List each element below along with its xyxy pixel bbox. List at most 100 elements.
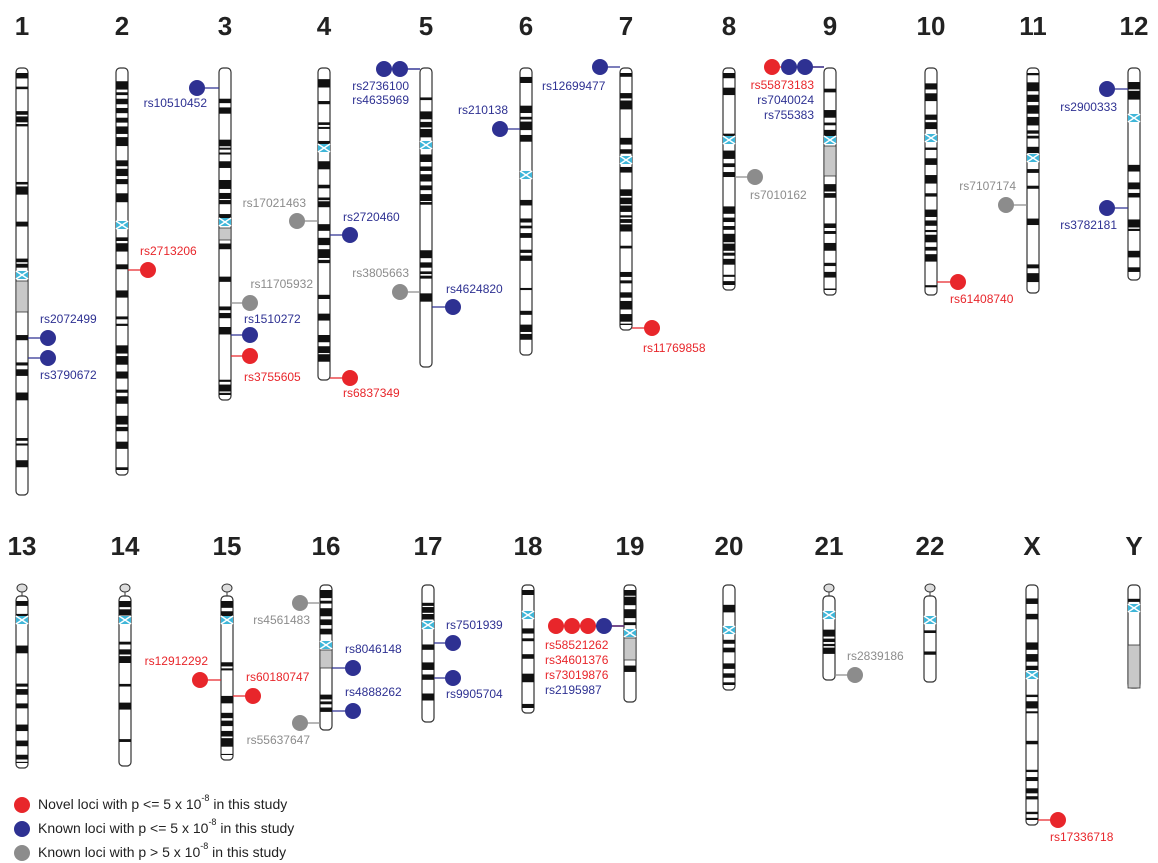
band <box>16 725 28 732</box>
band <box>219 385 231 392</box>
chromosome <box>16 68 28 495</box>
chromosome-label: 2 <box>115 11 129 41</box>
chromosome-label: 8 <box>722 11 736 41</box>
band <box>824 288 836 290</box>
band <box>723 682 735 685</box>
band <box>116 126 128 134</box>
band <box>16 703 28 708</box>
band <box>119 642 131 645</box>
band <box>116 264 128 269</box>
band <box>221 713 233 718</box>
chromosome-label: 14 <box>111 531 140 561</box>
band <box>16 755 28 760</box>
band <box>219 277 231 282</box>
chromosome <box>221 584 233 760</box>
band <box>420 271 432 274</box>
snp-marker <box>1050 812 1066 828</box>
chromosome-label: 18 <box>514 531 543 561</box>
heterochromatin <box>16 281 28 312</box>
chromosome <box>1128 585 1140 688</box>
snp-label: rs4888262 <box>345 685 402 699</box>
snp-marker <box>40 330 56 346</box>
chromosome-body <box>318 68 330 380</box>
band <box>522 628 534 633</box>
band <box>925 230 937 232</box>
chromosome-label: 9 <box>823 11 837 41</box>
band <box>824 89 836 93</box>
band <box>620 93 632 98</box>
band <box>624 590 636 596</box>
band <box>16 186 28 194</box>
band <box>1128 82 1140 89</box>
snp-marker <box>192 672 208 688</box>
chromosome-label: 15 <box>213 531 242 561</box>
chromosome-body <box>522 585 534 713</box>
band <box>824 263 836 266</box>
band <box>1027 186 1039 189</box>
band <box>824 193 836 198</box>
legend-main: Novel loci with p <= 5 x 10 <box>38 796 202 812</box>
chromosome <box>520 68 532 355</box>
band <box>219 313 231 318</box>
band <box>1026 796 1038 799</box>
band <box>823 639 835 642</box>
band <box>16 393 28 401</box>
band <box>422 603 434 606</box>
snp-label: rs2900333 <box>1060 100 1117 114</box>
chromosome <box>522 585 534 713</box>
chromosome <box>1128 68 1140 280</box>
snp-marker <box>445 670 461 686</box>
band <box>221 611 233 616</box>
band <box>925 122 937 129</box>
chromosome-body <box>1128 68 1140 280</box>
heterochromatin <box>1128 645 1140 688</box>
chromosome <box>119 584 131 766</box>
snp-label: rs11705932 <box>251 277 314 291</box>
heterochromatin <box>320 650 332 668</box>
band <box>219 200 231 204</box>
band <box>624 609 636 618</box>
band <box>16 111 28 115</box>
band <box>723 218 735 222</box>
band <box>16 460 28 467</box>
band <box>1128 182 1140 189</box>
chromosome <box>422 585 434 722</box>
band <box>16 438 28 441</box>
band <box>16 116 28 122</box>
band <box>520 106 532 113</box>
snp-label: rs12699477 <box>542 79 606 93</box>
band <box>520 226 532 229</box>
band <box>16 124 28 126</box>
chromosome-body <box>823 596 835 680</box>
band <box>1027 273 1039 282</box>
band <box>116 193 128 202</box>
chromosome <box>624 585 636 702</box>
legend-main: Known loci with p > 5 x 10 <box>38 844 200 860</box>
snp-marker <box>592 59 608 75</box>
snp-label: rs12912292 <box>145 654 209 668</box>
band <box>318 335 330 342</box>
band <box>520 200 532 206</box>
band <box>116 356 128 365</box>
snp-label: rs2072499 <box>40 312 97 326</box>
band <box>520 233 532 238</box>
band <box>318 198 330 201</box>
band <box>219 161 231 168</box>
band <box>824 243 836 251</box>
band <box>1026 614 1038 619</box>
band <box>422 693 434 700</box>
band <box>219 193 231 199</box>
band <box>320 708 332 712</box>
band <box>925 83 937 89</box>
snp-label: rs4635969 <box>352 93 409 107</box>
band <box>318 260 330 263</box>
band <box>116 137 128 146</box>
band <box>116 118 128 123</box>
snp-label: rs55637647 <box>247 733 311 747</box>
band <box>1026 598 1038 604</box>
legend-suffix: in this study <box>208 844 286 860</box>
band <box>1027 169 1039 173</box>
legend-exponent: -8 <box>200 841 208 851</box>
legend-marker <box>14 821 30 837</box>
band <box>925 193 937 196</box>
